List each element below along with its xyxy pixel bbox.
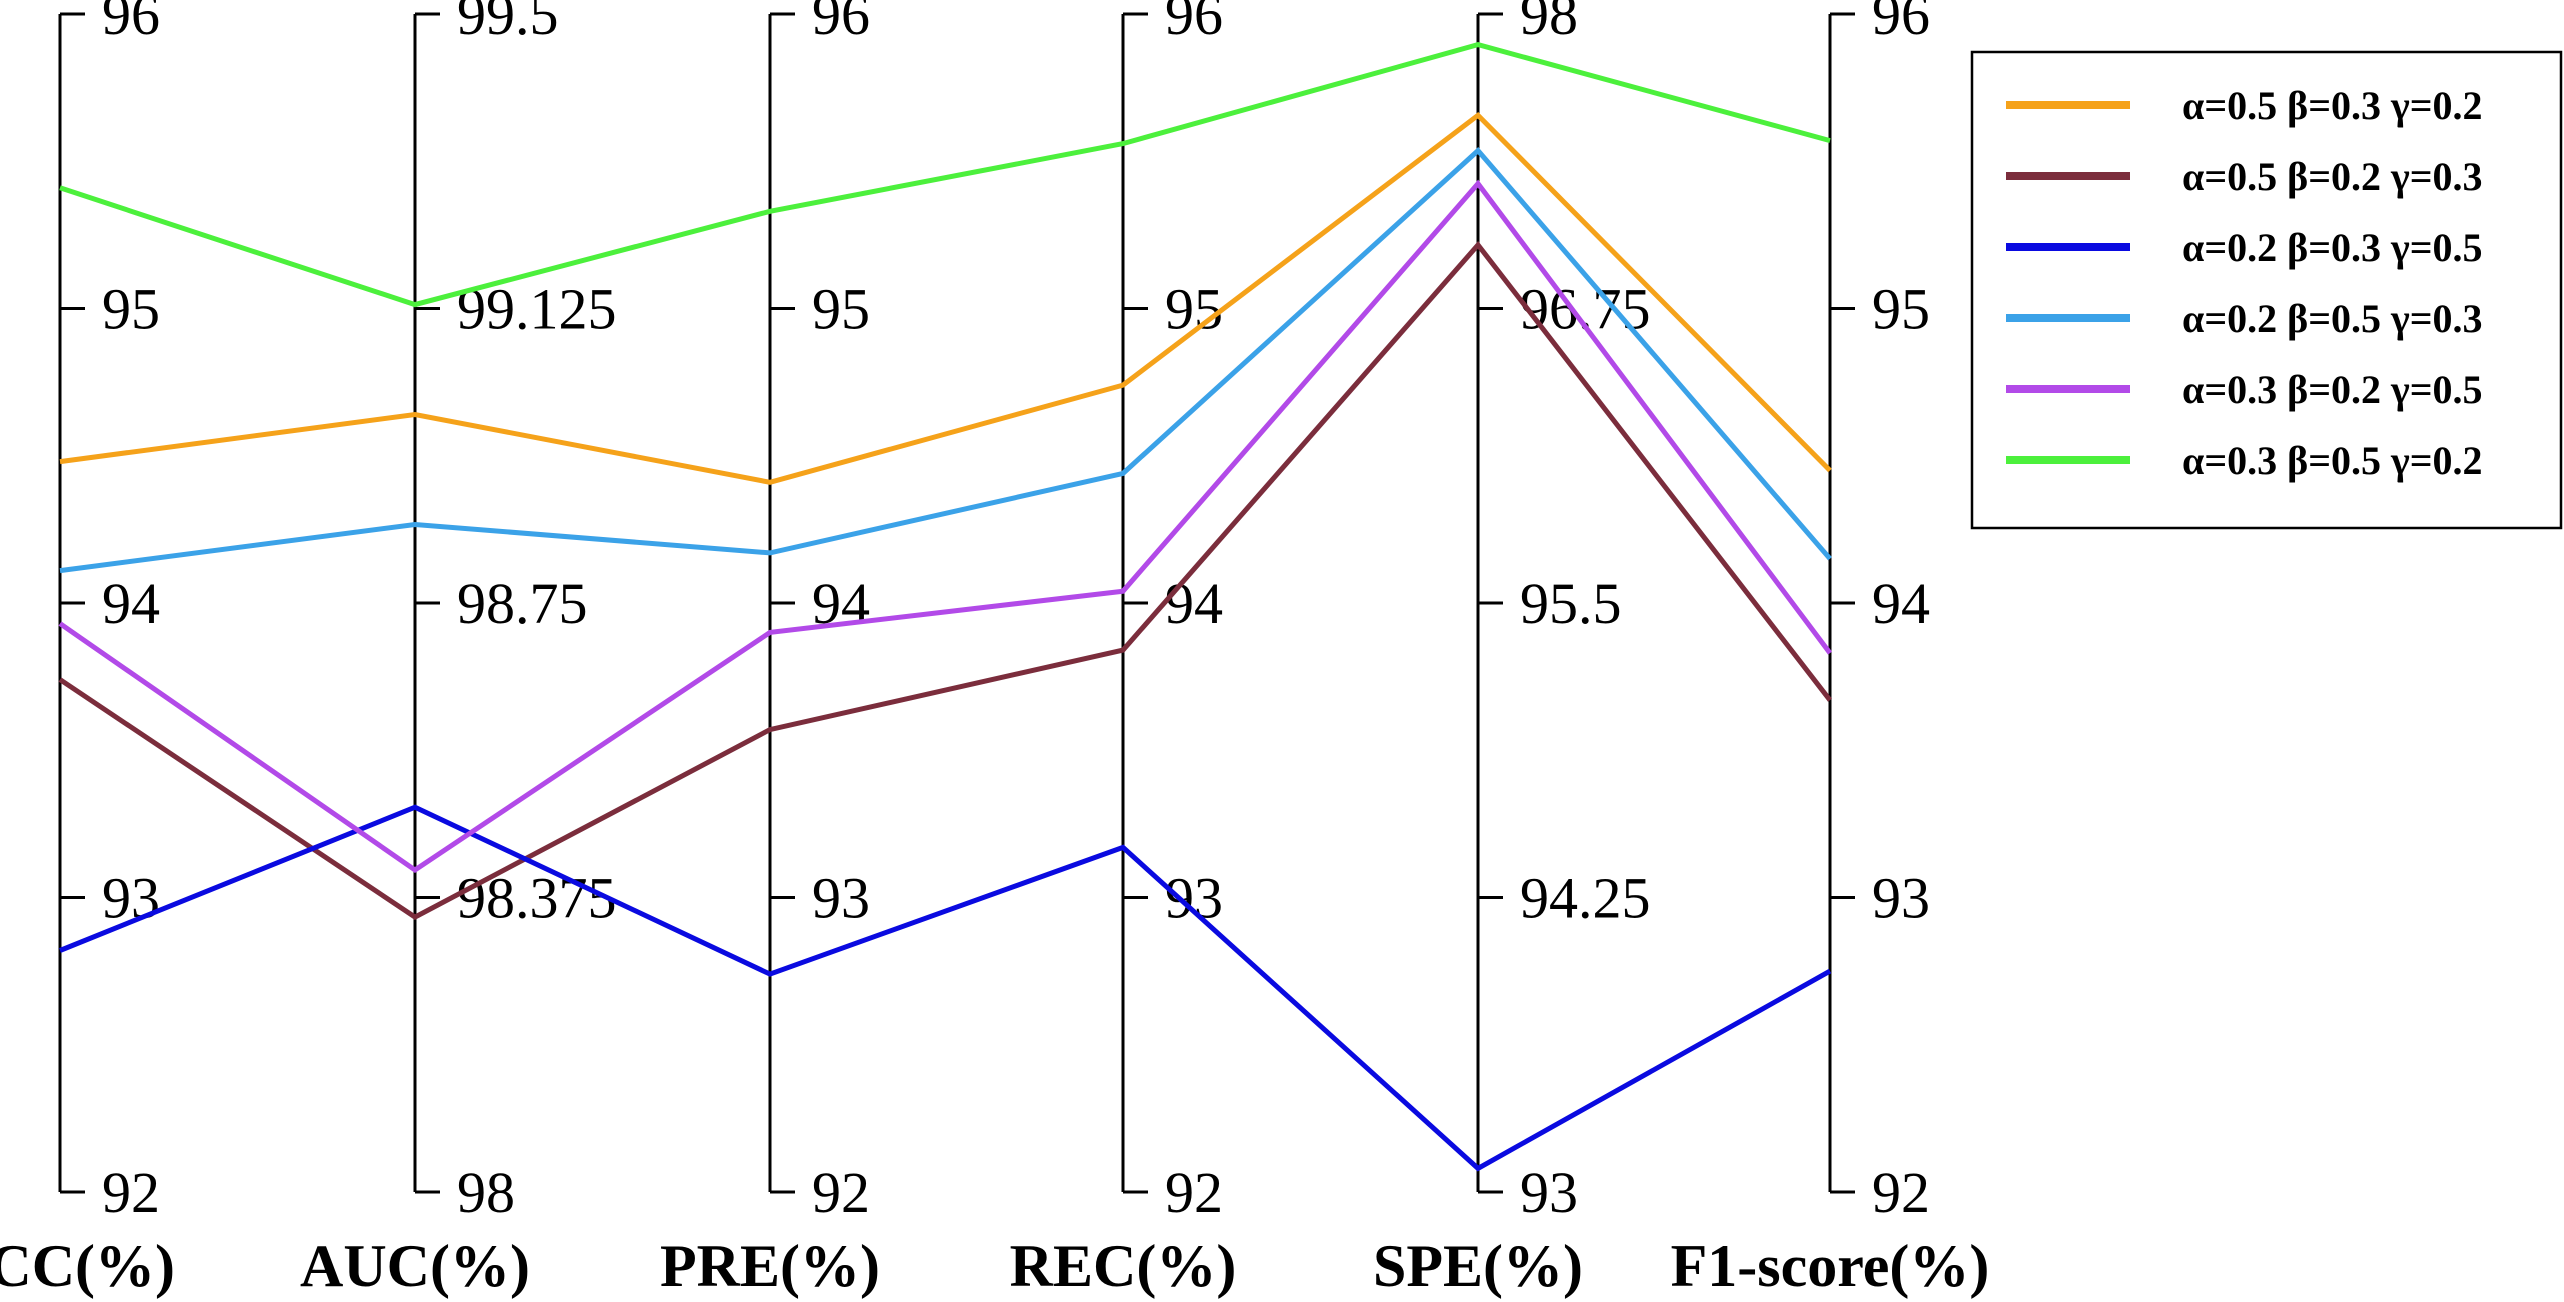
legend-label: α=0.2 β=0.3 γ=0.5 — [2182, 225, 2483, 270]
tick-label: 93 — [812, 866, 870, 931]
axis-title: ACC(%) — [0, 1233, 175, 1299]
axis-title: SPE(%) — [1373, 1233, 1583, 1299]
legend-label: α=0.3 β=0.5 γ=0.2 — [2182, 438, 2483, 483]
tick-label: 93 — [1520, 1160, 1578, 1225]
axis-title: AUC(%) — [300, 1233, 530, 1299]
series-line-4 — [58, 179, 1833, 874]
axis-title: F1-score(%) — [1671, 1233, 1990, 1299]
tick-label: 95 — [102, 277, 160, 342]
tick-label: 98.75 — [457, 571, 588, 636]
legend-box — [1970, 50, 2563, 530]
tick-label: 98 — [457, 1160, 515, 1225]
tick-label: 99.5 — [457, 0, 559, 47]
tick-label: 92 — [1872, 1160, 1930, 1225]
axis-title: PRE(%) — [660, 1233, 880, 1299]
tick-label: 95 — [1872, 277, 1930, 342]
legend-label: α=0.3 β=0.2 γ=0.5 — [2182, 367, 2483, 412]
legend: α=0.5 β=0.3 γ=0.2 α=0.5 β=0.2 γ=0.3 α=0.2 … — [1970, 50, 2563, 530]
axis-title: REC(%) — [1010, 1233, 1237, 1299]
series-line-3 — [59, 147, 1832, 574]
tick-label: 92 — [812, 1160, 870, 1225]
legend-label: α=0.2 β=0.5 γ=0.3 — [2182, 296, 2483, 341]
legend-label: α=0.5 β=0.3 γ=0.2 — [2182, 83, 2483, 128]
tick-label: 96 — [1872, 0, 1930, 47]
tick-label: 98 — [1520, 0, 1578, 47]
tick-label: 94.25 — [1520, 866, 1651, 931]
series-line-0 — [59, 111, 1832, 485]
tick-label: 96 — [812, 0, 870, 47]
legend-label: α=0.5 β=0.2 γ=0.3 — [2182, 154, 2483, 199]
series-line-2 — [59, 804, 1832, 1172]
series-line-1 — [58, 240, 1832, 921]
tick-label: 95 — [812, 277, 870, 342]
axes-layer: 9293949596ACC(%)9898.37598.7599.12599.5A… — [0, 0, 1989, 1299]
tick-label: 94 — [1872, 571, 1930, 636]
tick-label: 96 — [102, 0, 160, 47]
tick-label: 96 — [1165, 0, 1223, 47]
tick-label: 92 — [102, 1160, 160, 1225]
series-layer — [58, 42, 1833, 1172]
tick-label: 95.5 — [1520, 571, 1622, 636]
tick-label: 98.375 — [457, 866, 617, 931]
tick-label: 93 — [1872, 866, 1930, 931]
series-line-5 — [59, 42, 1831, 308]
tick-label: 94 — [1165, 571, 1223, 636]
tick-label: 93 — [1165, 866, 1223, 931]
tick-label: 94 — [102, 571, 160, 636]
tick-label: 92 — [1165, 1160, 1223, 1225]
